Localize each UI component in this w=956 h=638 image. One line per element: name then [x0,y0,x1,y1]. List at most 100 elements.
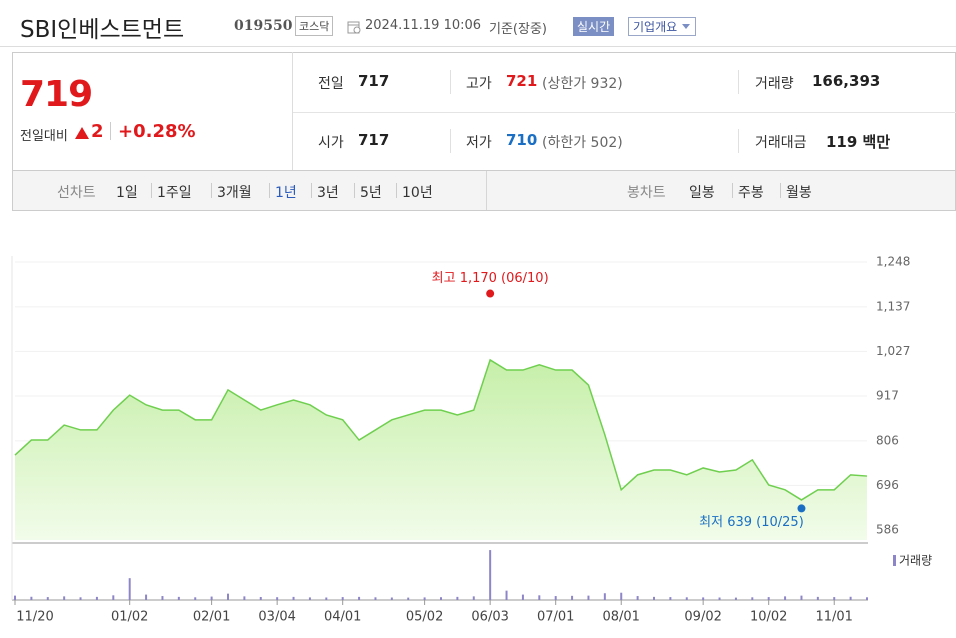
upper-limit: (상한가 932) [542,76,623,92]
volume-bar [161,596,164,600]
x-tick-label: 05/02 [406,610,443,625]
chart-tab[interactable]: 3개월 [217,185,252,201]
col-divider [450,129,451,153]
volume-bar [112,595,115,600]
volume-bar [833,597,836,600]
volume-bar [734,597,737,600]
volume-bar [292,596,295,600]
chart-tab[interactable]: 3년 [317,185,339,201]
volume-bar [784,596,787,600]
volume-bar [63,596,66,600]
line-chart-label: 선차트 [57,185,96,201]
prev-close-label: 전일 [318,76,344,92]
tab-separator [732,183,733,198]
x-tick-label: 07/01 [537,610,574,625]
chart-tab[interactable]: 10년 [402,185,433,201]
y-tick-label: 696 [876,478,899,492]
volume-bar [325,597,328,600]
volume-bar [571,595,574,600]
x-tick-label: 04/01 [324,610,361,625]
tab-separator [354,183,355,198]
summary-row-divider [293,112,956,113]
x-tick-label: 03/04 [258,610,295,625]
chart-tab[interactable]: 1일 [116,185,138,201]
volume-bar [210,596,213,600]
tab-separator [211,183,212,198]
open-value: 717 [358,131,390,149]
volume-bar [227,593,229,600]
extreme-marker [486,289,495,298]
chart-tab-bar [12,170,956,211]
prev-close-value: 717 [358,72,390,90]
extreme-marker [797,504,806,513]
tab-separator [780,183,781,198]
volume-bar [243,596,246,600]
volume-bar [308,597,311,600]
high-value: 721 [506,72,538,90]
low-value: 710 [506,131,538,149]
volume-bar [79,597,82,600]
lower-limit: (하한가 502) [542,135,623,151]
volume-bar [603,593,606,600]
volume-bar [358,596,361,600]
amount-label: 거래대금 [755,135,807,151]
tab-group-divider [486,171,487,210]
volume-bar [194,597,197,600]
tab-separator [269,183,270,198]
volume-bar [407,597,410,600]
change-percent: +0.28% [118,121,196,142]
y-tick-label: 1,137 [876,299,910,313]
volume-bar [374,597,377,600]
up-triangle [75,127,89,139]
y-tick-label: 1,248 [876,254,910,268]
volume-bar [866,597,868,600]
chart-tab[interactable]: 5년 [360,185,382,201]
price-line [14,358,868,501]
y-tick-label: 1,027 [876,344,910,358]
volume-bar [751,597,754,600]
y-tick-label: 586 [876,522,899,536]
company-button-label: 기업개요 [633,20,678,34]
col-divider [450,70,451,94]
volume-bar [341,597,344,600]
extreme-label: 최고 1,170 (06/10) [432,271,549,286]
chart-tab[interactable]: 1년 [275,185,297,201]
tab-separator [311,183,312,198]
volume-label: 거래량 [755,76,794,92]
y-tick-label: 917 [876,388,899,402]
legend-swatch [893,555,896,566]
candle-chart-label: 봉차트 [627,185,666,201]
calendar-icon [347,21,361,34]
x-tick-label: 09/02 [684,610,721,625]
open-label: 시가 [318,135,344,151]
volume-bar [521,594,524,600]
chart-tab[interactable]: 일봉 [689,185,715,201]
volume-bar [177,596,180,600]
volume-bar [538,595,541,600]
volume-bar [816,596,819,600]
volume-bar [276,597,279,600]
col-divider [738,70,739,94]
volume-bar [685,597,688,600]
volume-bar [653,596,655,600]
volume-value: 166,393 [812,72,881,90]
volume-bar [554,596,557,600]
volume-bar [46,597,49,600]
volume-bar [489,550,492,600]
chart-tab[interactable]: 월봉 [786,185,812,201]
market-badge: 코스닥 [295,16,334,36]
volume-bar [423,597,426,600]
volume-bar [587,595,590,600]
volume-bar [456,596,459,600]
volume-bar [259,596,262,600]
y-tick-label: 806 [876,433,899,447]
chart-tab[interactable]: 1주일 [157,185,192,201]
realtime-badge: 실시간 [573,17,615,36]
company-button[interactable]: 기업개요 [628,17,697,36]
amount-value: 119 백만 [826,133,891,151]
chart-tab[interactable]: 주봉 [738,185,764,201]
change-value: 2 [91,121,104,142]
volume-bar [718,597,721,600]
